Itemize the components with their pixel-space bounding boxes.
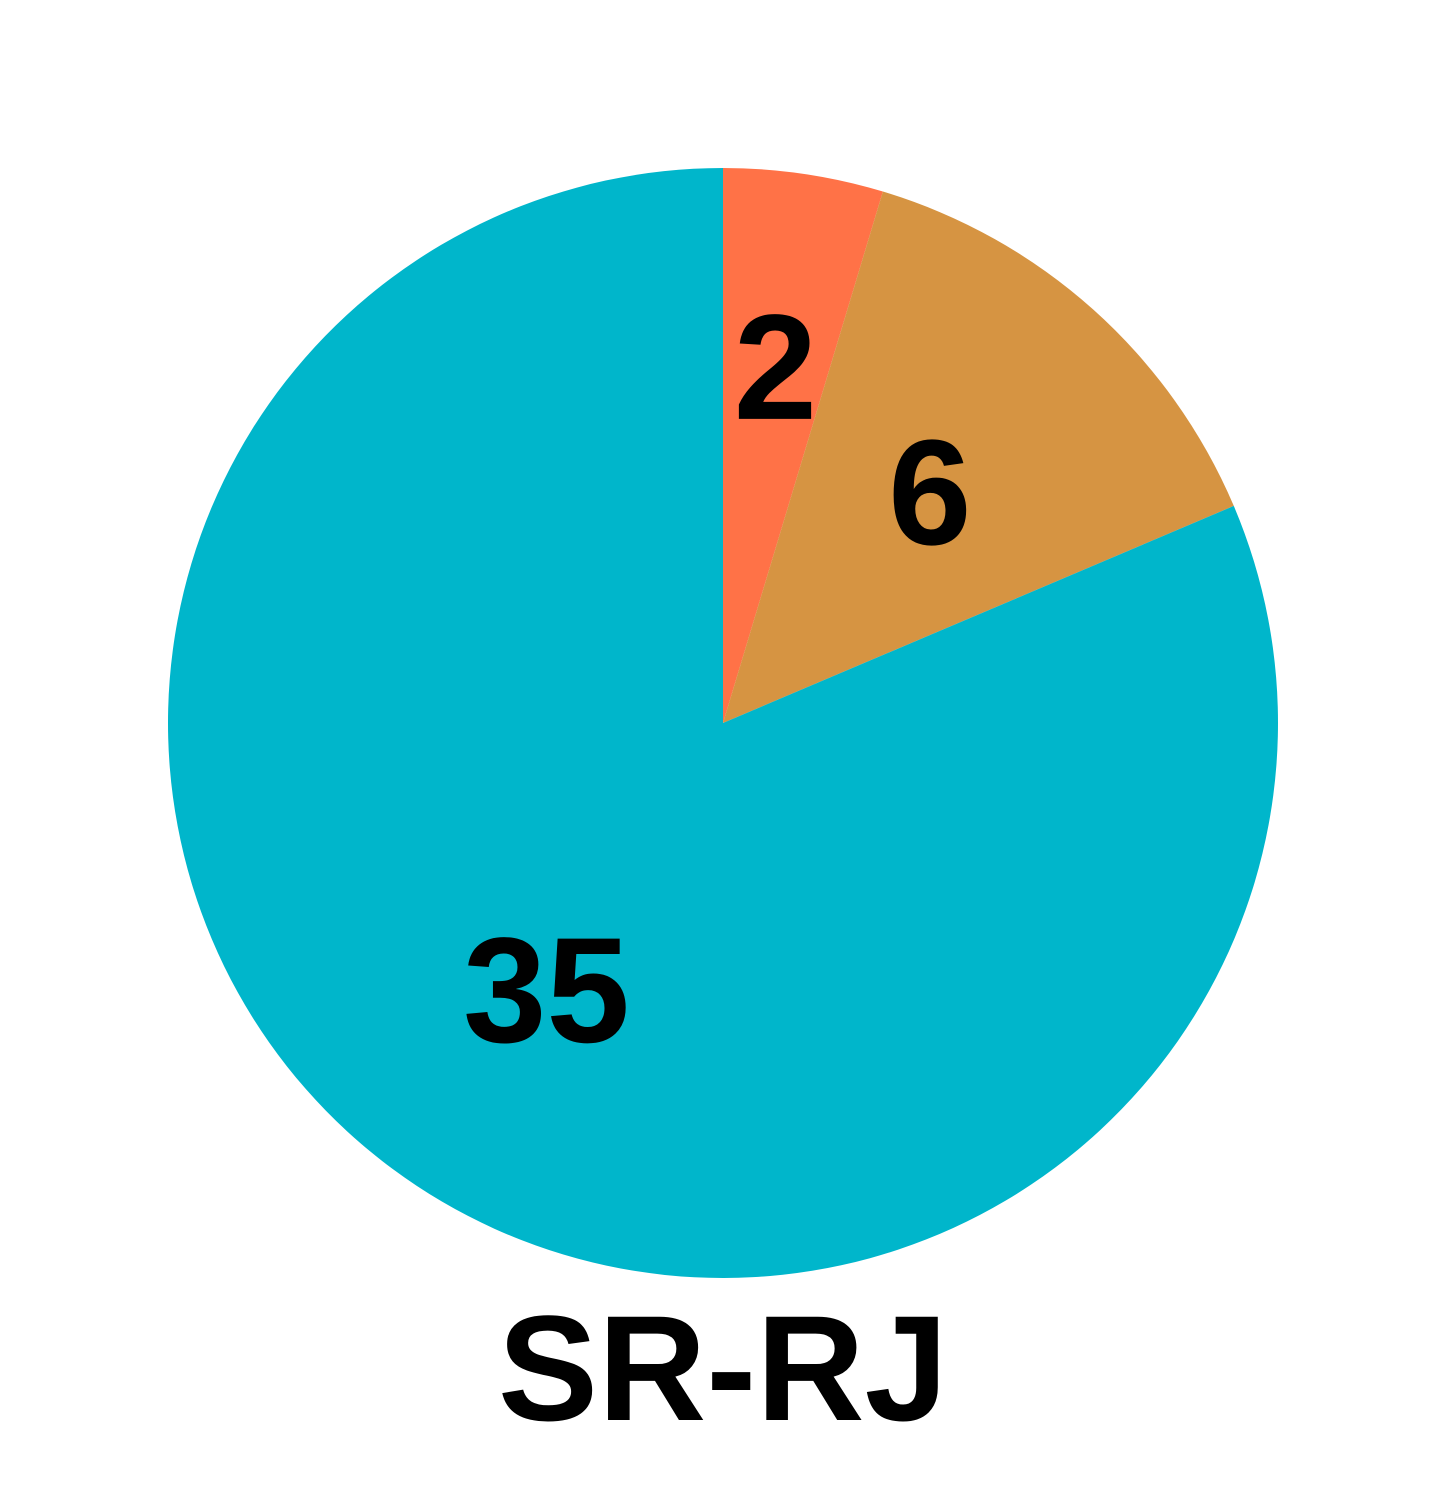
- slice-label-6: 6: [888, 408, 971, 576]
- pie-slice-35: [167, 168, 1278, 1278]
- pie-slices: [167, 168, 1278, 1278]
- slice-label-35: 35: [463, 906, 630, 1074]
- chart-title: SR-RJ: [498, 1284, 948, 1452]
- slice-label-2: 2: [734, 283, 817, 451]
- pie-slice-2: [723, 168, 883, 723]
- slice-labels: 26 35: [463, 283, 972, 1074]
- pie-slice-6: [723, 191, 1234, 723]
